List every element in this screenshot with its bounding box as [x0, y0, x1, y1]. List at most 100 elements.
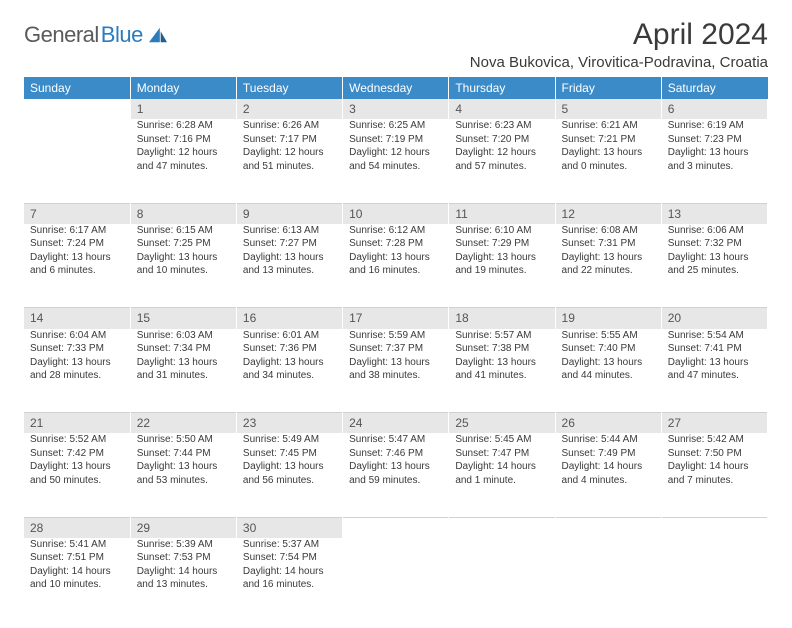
day-detail-row: Sunrise: 6:04 AMSunset: 7:33 PMDaylight:…: [24, 329, 768, 413]
weekday-header: Monday: [130, 77, 236, 99]
sunrise-text: Sunrise: 5:59 AM: [349, 329, 442, 343]
day-number-cell: 16: [236, 308, 342, 329]
sunrise-text: Sunrise: 5:54 AM: [668, 329, 761, 343]
day-detail-cell: Sunrise: 5:44 AMSunset: 7:49 PMDaylight:…: [555, 433, 661, 517]
day-detail-cell: [343, 538, 449, 618]
daylight-text: and 0 minutes.: [562, 160, 655, 174]
day-number-cell: [24, 99, 130, 119]
sunset-text: Sunset: 7:54 PM: [243, 551, 336, 565]
day-number-cell: 6: [661, 99, 767, 119]
daylight-text: Daylight: 13 hours: [668, 356, 761, 370]
logo-text-blue: Blue: [101, 22, 143, 48]
sunrise-text: Sunrise: 6:19 AM: [668, 119, 761, 133]
daylight-text: Daylight: 13 hours: [243, 251, 336, 265]
day-number-cell: 11: [449, 203, 555, 224]
day-detail-cell: Sunrise: 6:17 AMSunset: 7:24 PMDaylight:…: [24, 224, 130, 308]
day-detail-cell: Sunrise: 6:26 AMSunset: 7:17 PMDaylight:…: [236, 119, 342, 203]
sunset-text: Sunset: 7:36 PM: [243, 342, 336, 356]
daylight-text: Daylight: 13 hours: [30, 251, 124, 265]
sunrise-text: Sunrise: 5:47 AM: [349, 433, 442, 447]
sunrise-text: Sunrise: 6:04 AM: [30, 329, 124, 343]
daylight-text: and 13 minutes.: [243, 264, 336, 278]
sunrise-text: Sunrise: 6:10 AM: [455, 224, 548, 238]
day-number-row: 78910111213: [24, 203, 768, 224]
sunrise-text: Sunrise: 6:13 AM: [243, 224, 336, 238]
day-detail-cell: Sunrise: 6:03 AMSunset: 7:34 PMDaylight:…: [130, 329, 236, 413]
day-number-cell: 3: [343, 99, 449, 119]
sunrise-text: Sunrise: 5:44 AM: [562, 433, 655, 447]
sunset-text: Sunset: 7:38 PM: [455, 342, 548, 356]
day-number-cell: 24: [343, 413, 449, 434]
day-detail-cell: Sunrise: 5:47 AMSunset: 7:46 PMDaylight:…: [343, 433, 449, 517]
sunset-text: Sunset: 7:34 PM: [137, 342, 230, 356]
day-detail-cell: Sunrise: 6:06 AMSunset: 7:32 PMDaylight:…: [661, 224, 767, 308]
sunrise-text: Sunrise: 6:17 AM: [30, 224, 124, 238]
day-number-cell: 23: [236, 413, 342, 434]
daylight-text: Daylight: 13 hours: [137, 356, 230, 370]
daylight-text: and 22 minutes.: [562, 264, 655, 278]
month-title: April 2024: [470, 18, 768, 52]
daylight-text: and 16 minutes.: [243, 578, 336, 592]
sunrise-text: Sunrise: 6:03 AM: [137, 329, 230, 343]
daylight-text: Daylight: 13 hours: [349, 356, 442, 370]
logo-text-gray: General: [24, 22, 99, 48]
location-text: Nova Bukovica, Virovitica-Podravina, Cro…: [470, 54, 768, 71]
sunset-text: Sunset: 7:32 PM: [668, 237, 761, 251]
sunset-text: Sunset: 7:28 PM: [349, 237, 442, 251]
daylight-text: and 25 minutes.: [668, 264, 761, 278]
sunset-text: Sunset: 7:44 PM: [137, 447, 230, 461]
day-number-cell: 27: [661, 413, 767, 434]
title-block: April 2024 Nova Bukovica, Virovitica-Pod…: [470, 18, 768, 71]
daylight-text: and 16 minutes.: [349, 264, 442, 278]
sunrise-text: Sunrise: 6:28 AM: [137, 119, 230, 133]
sunrise-text: Sunrise: 6:23 AM: [455, 119, 548, 133]
day-detail-cell: Sunrise: 6:12 AMSunset: 7:28 PMDaylight:…: [343, 224, 449, 308]
sunset-text: Sunset: 7:42 PM: [30, 447, 124, 461]
day-detail-cell: Sunrise: 5:37 AMSunset: 7:54 PMDaylight:…: [236, 538, 342, 618]
day-number-cell: 5: [555, 99, 661, 119]
daylight-text: Daylight: 13 hours: [562, 146, 655, 160]
daylight-text: and 50 minutes.: [30, 474, 124, 488]
daylight-text: and 7 minutes.: [668, 474, 761, 488]
daylight-text: and 59 minutes.: [349, 474, 442, 488]
weekday-header: Sunday: [24, 77, 130, 99]
calendar-page: GeneralBlue April 2024 Nova Bukovica, Vi…: [0, 0, 792, 628]
day-number-cell: 21: [24, 413, 130, 434]
sunset-text: Sunset: 7:45 PM: [243, 447, 336, 461]
day-number-cell: 7: [24, 203, 130, 224]
daylight-text: and 28 minutes.: [30, 369, 124, 383]
sunset-text: Sunset: 7:25 PM: [137, 237, 230, 251]
daylight-text: and 41 minutes.: [455, 369, 548, 383]
sunset-text: Sunset: 7:53 PM: [137, 551, 230, 565]
day-detail-cell: Sunrise: 6:21 AMSunset: 7:21 PMDaylight:…: [555, 119, 661, 203]
daylight-text: Daylight: 13 hours: [455, 356, 548, 370]
daylight-text: Daylight: 12 hours: [349, 146, 442, 160]
sunrise-text: Sunrise: 5:50 AM: [137, 433, 230, 447]
day-number-cell: 4: [449, 99, 555, 119]
day-number-cell: 10: [343, 203, 449, 224]
daylight-text: and 54 minutes.: [349, 160, 442, 174]
day-detail-cell: Sunrise: 6:08 AMSunset: 7:31 PMDaylight:…: [555, 224, 661, 308]
weekday-header: Thursday: [449, 77, 555, 99]
sunset-text: Sunset: 7:41 PM: [668, 342, 761, 356]
weekday-header: Wednesday: [343, 77, 449, 99]
daylight-text: and 4 minutes.: [562, 474, 655, 488]
sunset-text: Sunset: 7:19 PM: [349, 133, 442, 147]
sunset-text: Sunset: 7:50 PM: [668, 447, 761, 461]
day-number-cell: 19: [555, 308, 661, 329]
day-number-row: 14151617181920: [24, 308, 768, 329]
day-detail-cell: Sunrise: 5:54 AMSunset: 7:41 PMDaylight:…: [661, 329, 767, 413]
day-number-cell: 26: [555, 413, 661, 434]
daylight-text: and 47 minutes.: [137, 160, 230, 174]
sunset-text: Sunset: 7:20 PM: [455, 133, 548, 147]
sunrise-text: Sunrise: 5:45 AM: [455, 433, 548, 447]
daylight-text: Daylight: 14 hours: [562, 460, 655, 474]
day-number-cell: [343, 517, 449, 538]
sunrise-text: Sunrise: 6:12 AM: [349, 224, 442, 238]
day-detail-cell: Sunrise: 6:13 AMSunset: 7:27 PMDaylight:…: [236, 224, 342, 308]
daylight-text: Daylight: 13 hours: [668, 146, 761, 160]
daylight-text: Daylight: 14 hours: [137, 565, 230, 579]
daylight-text: and 53 minutes.: [137, 474, 230, 488]
logo: GeneralBlue: [24, 18, 169, 48]
day-number-cell: [661, 517, 767, 538]
